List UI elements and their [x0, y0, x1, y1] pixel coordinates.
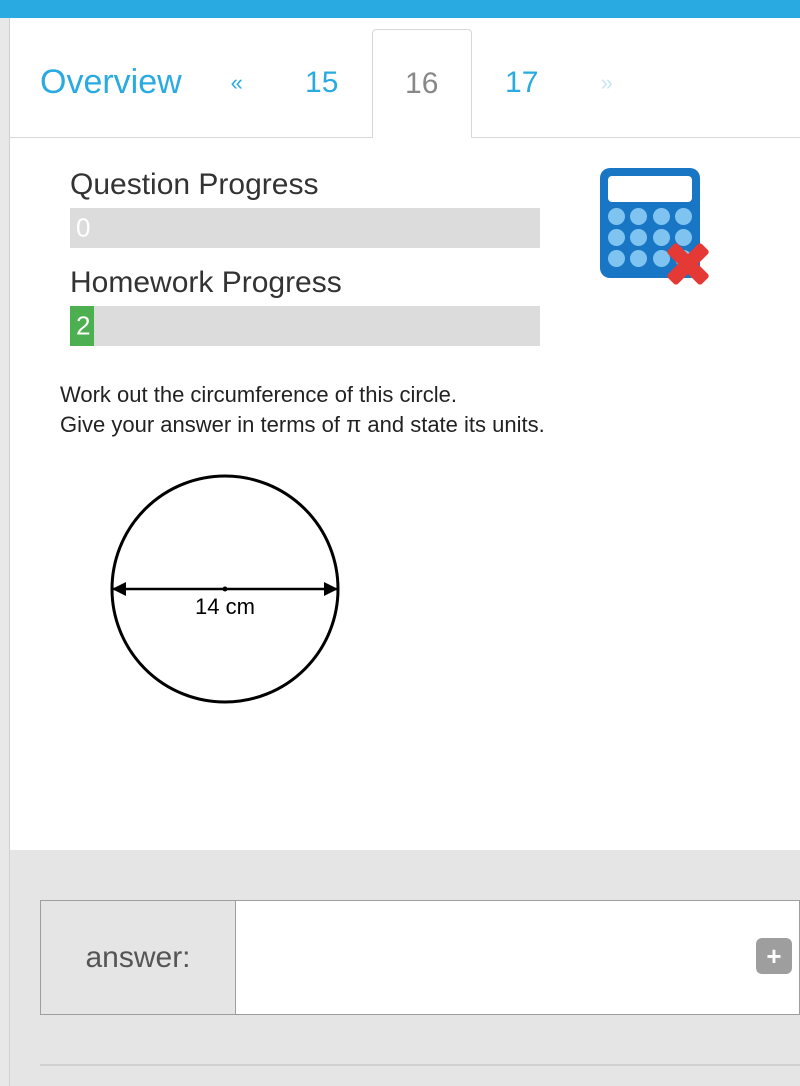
calc-btn: [630, 250, 647, 267]
calc-btn: [630, 229, 647, 246]
calc-btn: [608, 208, 625, 225]
main: Question Progress 0 Homework Progress 2: [10, 138, 800, 724]
homework-progress-value: 2: [76, 311, 90, 342]
progress-section: Question Progress 0 Homework Progress 2: [70, 168, 540, 364]
question-progress-value: 0: [76, 213, 90, 244]
nav-tabs: Overview « 15 16 17 »: [10, 28, 800, 138]
calc-btn: [608, 229, 625, 246]
center-dot: [223, 587, 228, 592]
progress-row: Question Progress 0 Homework Progress 2: [70, 168, 770, 364]
question-progress-bar: 0: [70, 208, 540, 248]
calculator-icon: [600, 168, 700, 278]
answer-label: answer:: [40, 900, 235, 1015]
homework-progress-bar: 2: [70, 306, 540, 346]
tab-15[interactable]: 15: [272, 28, 372, 137]
content-area: Overview « 15 16 17 » Question Progress …: [10, 28, 800, 724]
top-bar: [0, 0, 800, 18]
circle-svg: 14 cm: [100, 469, 360, 719]
answer-row: answer:: [40, 900, 800, 1015]
homework-progress-label: Homework Progress: [70, 266, 540, 300]
calc-btn: [630, 208, 647, 225]
calc-btn: [653, 208, 670, 225]
question-line-1: Work out the circumference of this circl…: [60, 382, 457, 407]
calc-btn: [675, 208, 692, 225]
plus-icon: +: [766, 941, 781, 972]
nav-prev[interactable]: «: [202, 28, 272, 137]
calc-btn: [608, 250, 625, 267]
question-progress-label: Question Progress: [70, 168, 540, 202]
question-line-2: Give your answer in terms of π and state…: [60, 412, 545, 437]
cross-icon: [664, 240, 712, 288]
bottom-divider: [40, 1064, 800, 1066]
left-edge: [0, 18, 10, 1086]
nav-next[interactable]: »: [572, 28, 642, 137]
tab-17[interactable]: 17: [472, 28, 572, 137]
answer-zone: answer: +: [10, 850, 800, 1086]
calculator-screen: [608, 176, 692, 202]
answer-input[interactable]: [235, 900, 800, 1015]
question-text: Work out the circumference of this circl…: [60, 380, 770, 439]
tab-16[interactable]: 16: [372, 29, 472, 138]
add-button[interactable]: +: [756, 938, 792, 974]
calc-row: [608, 208, 692, 225]
circle-diagram: 14 cm: [100, 469, 770, 724]
overview-link[interactable]: Overview: [40, 28, 202, 137]
diameter-label: 14 cm: [195, 594, 255, 619]
